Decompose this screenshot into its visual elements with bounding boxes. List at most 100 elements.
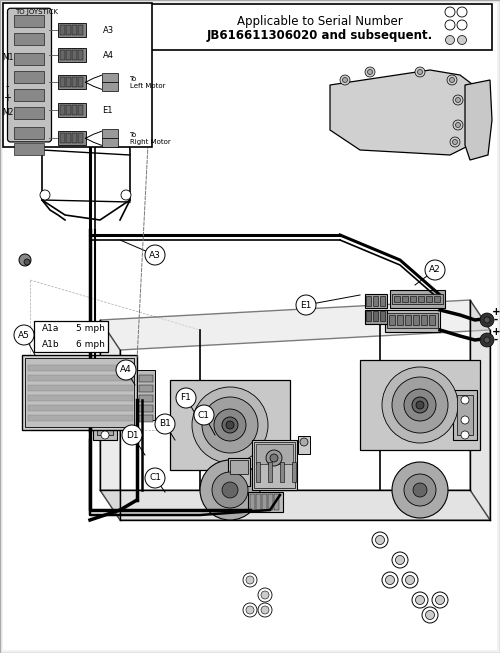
Bar [78, 77, 82, 88]
Circle shape [480, 313, 494, 327]
Bar [380, 311, 385, 321]
Bar [250, 494, 255, 510]
Circle shape [222, 417, 238, 433]
Bar [102, 73, 117, 82]
Bar [58, 24, 86, 37]
Circle shape [372, 532, 388, 548]
Bar [14, 71, 44, 84]
Circle shape [461, 431, 469, 439]
Circle shape [246, 606, 254, 614]
Bar [380, 296, 385, 306]
Circle shape [266, 450, 282, 466]
Circle shape [406, 575, 414, 584]
Bar [139, 375, 153, 382]
Bar [66, 133, 70, 143]
Bar [14, 15, 44, 27]
Circle shape [24, 259, 30, 265]
Circle shape [450, 137, 460, 147]
Bar [434, 296, 440, 302]
Text: M2: M2 [2, 108, 13, 117]
Bar [262, 494, 267, 510]
Circle shape [432, 592, 448, 608]
Circle shape [413, 483, 427, 497]
Bar [78, 50, 82, 60]
Circle shape [258, 603, 272, 617]
Bar [60, 50, 64, 60]
Circle shape [122, 425, 142, 445]
Bar [22, 355, 137, 430]
Bar [60, 133, 64, 143]
Circle shape [101, 396, 109, 404]
Bar [25, 358, 134, 427]
Circle shape [453, 120, 463, 130]
Bar [139, 415, 153, 422]
Text: E1: E1 [300, 300, 312, 310]
Circle shape [202, 397, 258, 453]
Bar [418, 296, 424, 302]
Bar [28, 415, 133, 421]
Circle shape [101, 416, 109, 424]
Circle shape [412, 592, 428, 608]
Circle shape [392, 552, 408, 568]
Text: E1: E1 [102, 106, 113, 115]
Bar [28, 405, 133, 411]
Bar [14, 143, 44, 155]
Circle shape [243, 603, 257, 617]
Circle shape [155, 414, 175, 434]
Text: F1: F1 [180, 394, 192, 402]
Circle shape [376, 535, 384, 545]
Text: -: - [494, 335, 498, 345]
Circle shape [418, 69, 422, 74]
Circle shape [404, 474, 436, 506]
Text: A1b: A1b [42, 340, 59, 349]
Circle shape [402, 572, 418, 588]
Bar [66, 105, 70, 116]
Bar [14, 127, 44, 139]
Text: -: - [494, 315, 498, 325]
Bar [72, 77, 76, 88]
Circle shape [214, 409, 246, 441]
Text: +: + [492, 327, 500, 337]
Circle shape [19, 254, 31, 266]
Bar [365, 310, 387, 324]
Circle shape [261, 591, 269, 599]
Circle shape [14, 325, 34, 345]
Circle shape [456, 97, 460, 103]
Circle shape [365, 67, 375, 77]
Text: A3: A3 [149, 251, 161, 259]
Bar [139, 405, 153, 412]
Bar [457, 395, 473, 435]
Bar [60, 25, 64, 35]
Bar [426, 296, 432, 302]
Bar [102, 138, 117, 148]
Bar [366, 296, 371, 306]
Bar [28, 375, 133, 381]
Bar [66, 50, 70, 60]
Circle shape [484, 317, 490, 323]
Polygon shape [330, 70, 480, 155]
Bar [72, 133, 76, 143]
Circle shape [396, 556, 404, 564]
Circle shape [456, 123, 460, 127]
Bar [72, 25, 76, 35]
Bar [28, 385, 133, 391]
Bar [429, 315, 435, 325]
Bar [387, 313, 438, 328]
Circle shape [116, 360, 136, 380]
Circle shape [392, 462, 448, 518]
Bar [394, 296, 400, 302]
Bar [14, 33, 44, 45]
Polygon shape [470, 300, 490, 520]
Circle shape [386, 575, 394, 584]
Text: To
Right Motor: To Right Motor [130, 132, 170, 145]
Circle shape [296, 295, 316, 315]
Text: C1: C1 [198, 411, 210, 419]
Bar [93, 390, 117, 440]
Bar [139, 395, 153, 402]
Circle shape [258, 588, 272, 602]
Bar [392, 294, 443, 304]
Circle shape [457, 7, 467, 17]
Bar [58, 103, 86, 118]
Bar [72, 105, 76, 116]
Bar [58, 48, 86, 62]
